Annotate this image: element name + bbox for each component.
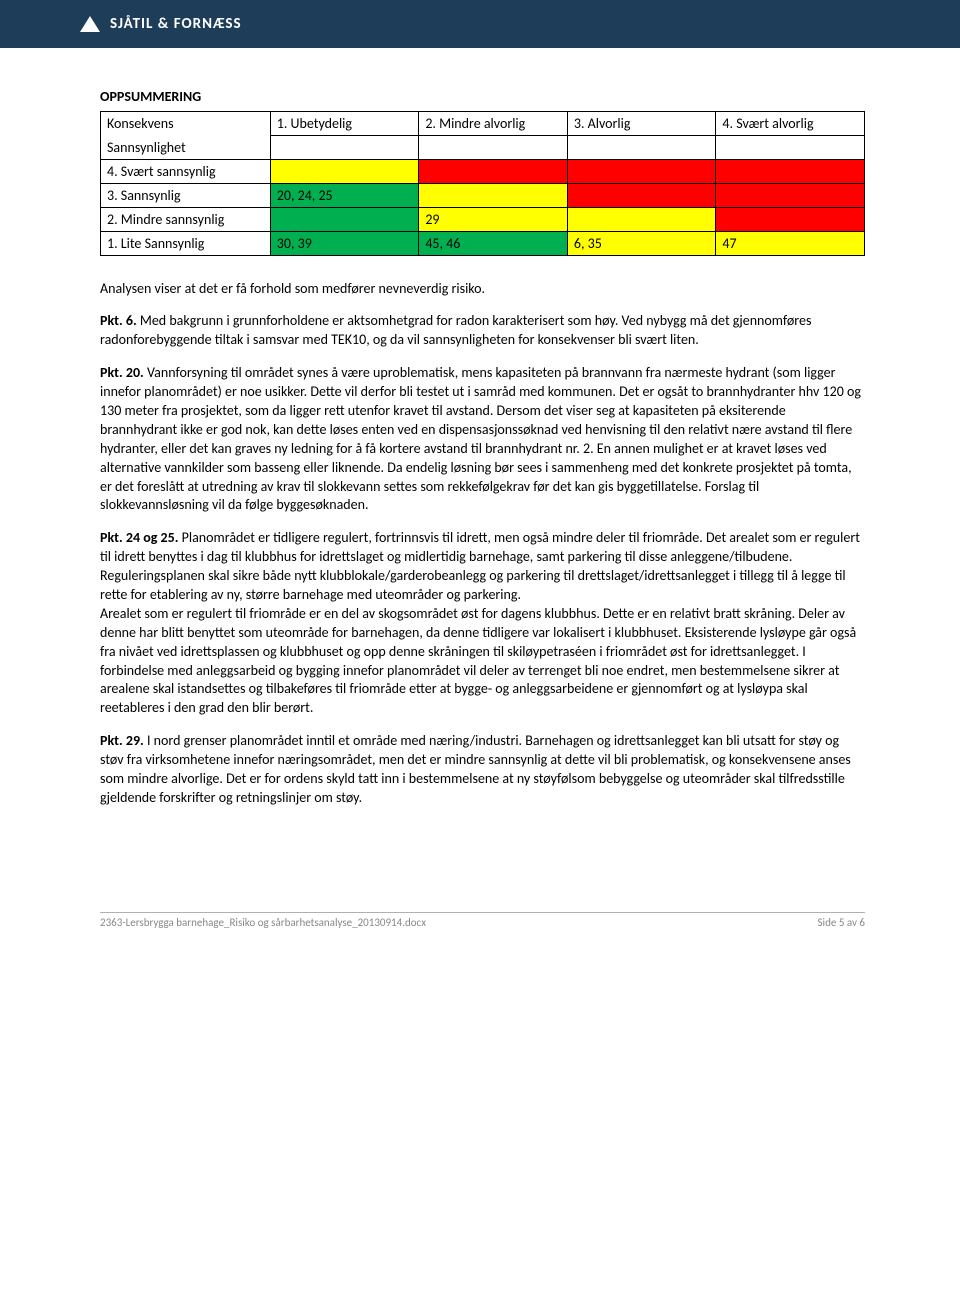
- brand-logo: SJÅTIL & FORNÆSS: [78, 12, 242, 36]
- matrix-row: 1. Lite Sannsynlig 30, 39 45, 46 6, 35 4…: [101, 231, 865, 255]
- matrix-cell: [567, 159, 716, 183]
- matrix-cell: 20, 24, 25: [270, 183, 419, 207]
- matrix-row-label: 2. Mindre sannsynlig: [101, 207, 271, 231]
- matrix-cell: [419, 159, 568, 183]
- matrix-cell: [270, 207, 419, 231]
- matrix-col-2: 2. Mindre alvorlig: [419, 112, 568, 136]
- matrix-row-label: 3. Sannsynlig: [101, 183, 271, 207]
- matrix-cell: [270, 159, 419, 183]
- matrix-col-3: 3. Alvorlig: [567, 112, 716, 136]
- pkt24a-text: Planområdet er tidligere regulert, fortr…: [100, 529, 860, 603]
- pkt29-lead: Pkt. 29.: [100, 732, 144, 749]
- pkt20-lead: Pkt. 20.: [100, 364, 144, 381]
- matrix-header-left-top: Konsekvens: [101, 112, 271, 136]
- matrix-cell: 6, 35: [567, 231, 716, 255]
- matrix-cell: [716, 183, 865, 207]
- footer-page-indicator: Side 5 av 6: [818, 916, 866, 929]
- paragraph-intro: Analysen viser at det er få forhold som …: [100, 280, 865, 299]
- matrix-row: 3. Sannsynlig 20, 24, 25: [101, 183, 865, 207]
- matrix-cell: 47: [716, 231, 865, 255]
- matrix-cell: 45, 46: [419, 231, 568, 255]
- matrix-cell: [716, 207, 865, 231]
- matrix-row-label: 1. Lite Sannsynlig: [101, 231, 271, 255]
- matrix-cell: 30, 39: [270, 231, 419, 255]
- brand-name: SJÅTIL & FORNÆSS: [110, 15, 242, 33]
- matrix-cell: [567, 183, 716, 207]
- matrix-row: 4. Svært sannsynlig: [101, 159, 865, 183]
- page-content: OPPSUMMERING Konsekvens 1. Ubetydelig 2.…: [0, 48, 960, 852]
- brand-mark-icon: [78, 12, 102, 36]
- matrix-cell: [567, 207, 716, 231]
- pkt24-lead: Pkt. 24 og 25.: [100, 529, 178, 546]
- pkt20-text: Vannforsyning til området synes å være u…: [100, 364, 861, 513]
- paragraph-pkt24b: Arealet som er regulert til friområde er…: [100, 605, 865, 718]
- footer-filename: 2363-Lersbrygga barnehage_Risiko og sårb…: [100, 916, 426, 929]
- matrix-col-1: 1. Ubetydelig: [270, 112, 419, 136]
- section-heading: OPPSUMMERING: [100, 88, 865, 105]
- paragraph-pkt24a: Pkt. 24 og 25. Planområdet er tidligere …: [100, 529, 865, 605]
- header-band: SJÅTIL & FORNÆSS: [0, 0, 960, 48]
- paragraph-pkt29: Pkt. 29. I nord grenser planområdet innt…: [100, 732, 865, 808]
- pkt6-text: Med bakgrunn i grunnforholdene er aktsom…: [100, 312, 811, 348]
- matrix-cell: [419, 183, 568, 207]
- paragraph-pkt20: Pkt. 20. Vannforsyning til området synes…: [100, 364, 865, 515]
- matrix-cell: [716, 159, 865, 183]
- pkt6-lead: Pkt. 6.: [100, 312, 137, 329]
- pkt29-text: I nord grenser planområdet inntil et omr…: [100, 732, 851, 806]
- risk-matrix-table: Konsekvens 1. Ubetydelig 2. Mindre alvor…: [100, 111, 865, 256]
- matrix-header-left-bottom: Sannsynlighet: [101, 136, 271, 160]
- matrix-col-4: 4. Svært alvorlig: [716, 112, 865, 136]
- matrix-row-label: 4. Svært sannsynlig: [101, 159, 271, 183]
- matrix-cell: 29: [419, 207, 568, 231]
- matrix-row: 2. Mindre sannsynlig 29: [101, 207, 865, 231]
- page-footer: 2363-Lersbrygga barnehage_Risiko og sårb…: [0, 912, 960, 959]
- paragraph-pkt6: Pkt. 6. Med bakgrunn i grunnforholdene e…: [100, 312, 865, 350]
